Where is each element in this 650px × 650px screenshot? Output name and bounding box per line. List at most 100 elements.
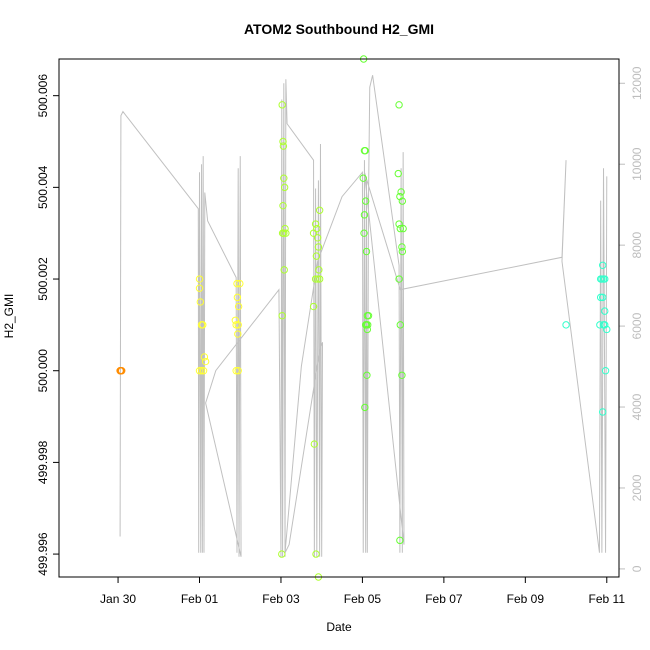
y-tick-label: 500.000	[36, 349, 50, 393]
data-point	[360, 229, 368, 237]
data-point	[395, 101, 403, 109]
data-point	[361, 403, 369, 412]
data-point	[359, 174, 367, 182]
right-y-tick-label: 6000	[630, 312, 644, 339]
data-point	[398, 371, 406, 379]
data-point	[601, 321, 609, 329]
data-point	[314, 243, 323, 251]
x-axis-label: Date	[326, 620, 352, 634]
data-point	[200, 353, 209, 361]
data-point	[361, 146, 369, 155]
data-point	[312, 550, 320, 558]
data-point	[201, 357, 210, 366]
right-y-tick-label: 8000	[630, 231, 644, 258]
data-point	[197, 367, 206, 375]
data-point	[601, 275, 609, 283]
y-tick-label: 499.998	[36, 440, 50, 484]
data-point	[278, 101, 286, 109]
data-point	[233, 293, 242, 302]
data-point	[232, 367, 240, 375]
data-point	[562, 321, 570, 329]
data-point	[282, 229, 290, 237]
right-y-tick-label: 10000	[630, 147, 644, 181]
data-point	[280, 183, 289, 192]
data-point	[310, 440, 319, 448]
data-point	[234, 321, 242, 329]
data-point	[315, 275, 324, 283]
data-point	[199, 367, 208, 375]
line-series-layer	[119, 75, 608, 557]
y-axis-label: H2_GMI	[2, 294, 16, 339]
data-point	[312, 252, 321, 260]
data-point	[313, 224, 321, 233]
data-point	[195, 284, 204, 292]
data-point	[397, 188, 405, 196]
data-point	[281, 224, 289, 233]
data-point	[313, 275, 322, 283]
data-point	[360, 211, 369, 219]
data-point	[362, 247, 371, 256]
x-tick-label: Feb 03	[262, 592, 300, 606]
data-point	[315, 266, 323, 274]
data-point	[396, 192, 404, 201]
data-point	[601, 307, 609, 315]
data-point	[311, 220, 320, 228]
data-point	[116, 367, 125, 375]
data-point	[280, 174, 288, 182]
x-tick-label: Feb 09	[507, 592, 545, 606]
data-point	[396, 321, 404, 329]
data-point	[234, 302, 243, 311]
data-point	[279, 137, 287, 146]
y-tick-label: 500.004	[36, 165, 50, 209]
right-y-tick-label: 2000	[630, 474, 644, 501]
data-point	[195, 275, 204, 283]
data-point	[278, 312, 286, 320]
data-point	[364, 321, 372, 329]
data-point	[398, 197, 407, 205]
data-point	[363, 371, 371, 379]
data-point	[232, 321, 240, 329]
x-tick-label: Jan 30	[100, 592, 136, 606]
data-point	[236, 279, 244, 288]
right-y-tick-label: 4000	[630, 393, 644, 420]
data-point	[234, 330, 242, 338]
data-point	[280, 229, 288, 237]
line-series	[119, 75, 608, 557]
data-point	[398, 247, 407, 256]
y-tick-label: 499.996	[36, 532, 50, 576]
y-tick-label: 500.006	[36, 74, 50, 118]
data-point	[279, 142, 288, 150]
x-tick-label: Feb 01	[181, 592, 219, 606]
data-point	[195, 367, 204, 375]
data-point	[279, 201, 287, 210]
x-tick-label: Feb 07	[425, 592, 463, 606]
data-point	[596, 293, 605, 302]
data-point	[596, 321, 604, 329]
data-point	[364, 312, 373, 320]
x-tick-label: Feb 11	[589, 592, 626, 606]
data-point	[603, 325, 611, 334]
data-point	[233, 279, 241, 288]
right-y-tick-label: 12000	[630, 66, 644, 100]
scatter-points-layer	[116, 55, 611, 581]
data-point	[361, 197, 370, 205]
data-point	[396, 536, 404, 545]
data-point	[601, 367, 610, 375]
data-point	[599, 293, 607, 302]
data-point	[280, 266, 288, 274]
data-point	[395, 275, 403, 283]
plot-frame	[58, 58, 620, 578]
data-point	[396, 224, 404, 233]
data-point	[196, 298, 205, 306]
data-point	[398, 243, 406, 251]
data-point	[599, 408, 607, 416]
data-point	[234, 367, 242, 375]
y-tick-label: 500.002	[36, 257, 50, 301]
data-point	[399, 224, 407, 233]
data-point	[599, 261, 607, 269]
x-tick-label: Feb 05	[344, 592, 382, 606]
data-point	[278, 550, 286, 558]
right-y-tick-label: 0	[630, 565, 644, 572]
data-point	[309, 302, 318, 311]
